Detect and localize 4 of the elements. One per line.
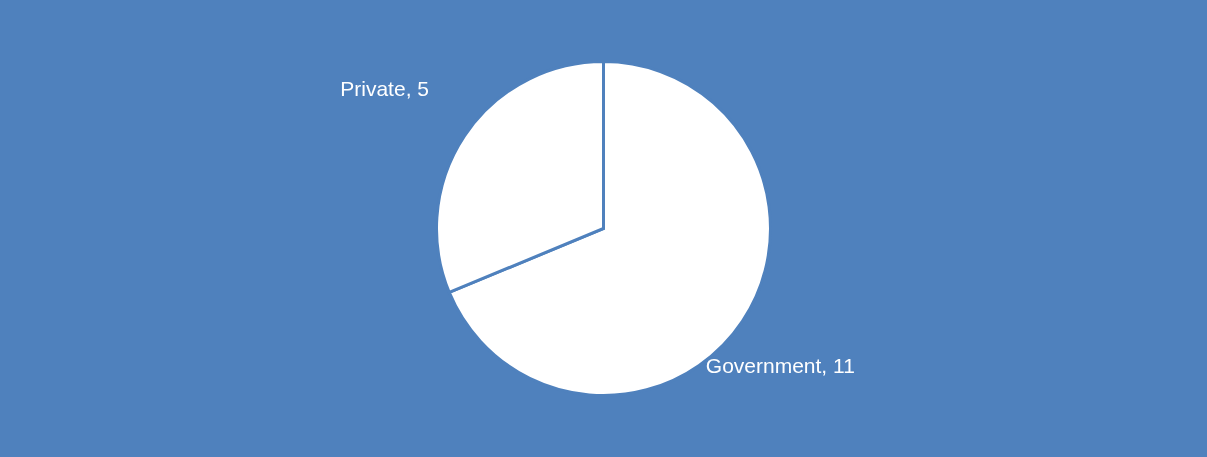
slice-label: Government [705, 354, 822, 378]
data-label: , 11 [821, 354, 855, 378]
slice-label: Private [340, 76, 406, 100]
data-label: , 5 [405, 76, 429, 100]
